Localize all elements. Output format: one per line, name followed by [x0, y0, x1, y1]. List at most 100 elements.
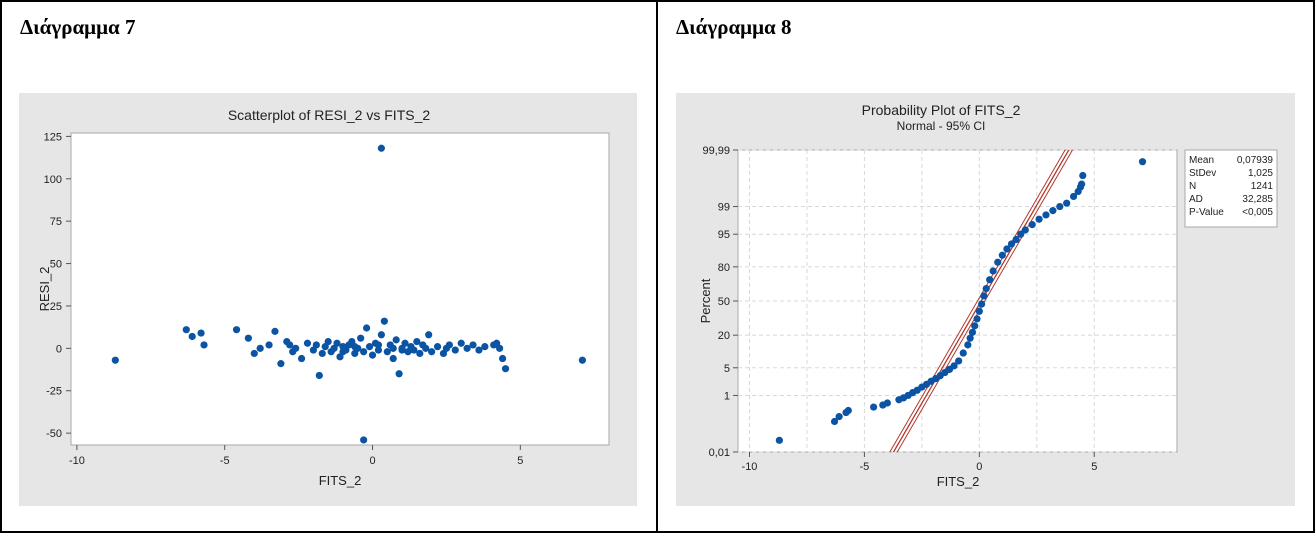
x-tick-label: 0	[369, 455, 375, 467]
data-point	[265, 341, 273, 349]
data-point	[410, 346, 418, 354]
data-point	[1028, 221, 1036, 229]
data-point	[1063, 199, 1071, 207]
data-point	[971, 322, 979, 330]
data-point	[578, 356, 586, 364]
data-point	[374, 341, 383, 349]
data-point	[312, 341, 320, 349]
data-point	[955, 357, 963, 365]
data-point	[232, 326, 241, 334]
data-point	[377, 331, 385, 339]
y-tick-label: -25	[46, 386, 62, 398]
data-point	[271, 327, 279, 335]
data-point	[1138, 158, 1147, 166]
data-point	[457, 339, 465, 347]
y-tick-label: 1	[724, 390, 730, 402]
stats-label: Mean	[1189, 155, 1214, 166]
data-point	[493, 339, 501, 347]
axes: -10 -5 0 5 0,01 1 5 20 50 80 95 99 99,99	[702, 145, 1097, 473]
data-point	[959, 349, 967, 357]
data-point	[989, 267, 997, 275]
probability-plot-chart: Probability Plot of FITS_2 Normal - 95% …	[676, 93, 1295, 506]
data-point	[333, 339, 341, 347]
data-point	[182, 326, 190, 334]
data-point	[978, 300, 986, 308]
x-tick-label: -10	[742, 461, 758, 473]
data-point	[422, 344, 430, 352]
stats-value: 32,285	[1242, 194, 1273, 205]
data-point	[351, 343, 359, 351]
data-point	[413, 337, 421, 346]
data-point	[835, 413, 843, 421]
stats-value: <0,005	[1242, 207, 1273, 218]
y-axis-label: RESI_2	[37, 267, 52, 312]
data-point	[950, 362, 958, 370]
data-point	[1056, 202, 1064, 211]
data-point	[339, 348, 347, 356]
y-tick-label: 95	[718, 229, 730, 241]
x-tick-label: 0	[976, 461, 982, 473]
data-point	[1069, 192, 1078, 201]
data-point	[1042, 211, 1050, 219]
y-tick-label: 75	[50, 216, 62, 228]
data-point	[980, 292, 988, 300]
stats-label: N	[1189, 181, 1196, 192]
y-tick-label: 99	[718, 202, 730, 214]
data-point	[318, 349, 326, 358]
data-point	[188, 332, 196, 341]
data-point	[451, 346, 459, 354]
data-point	[357, 334, 365, 342]
x-tick-label: 5	[517, 455, 523, 467]
y-tick-label: 5	[724, 363, 730, 375]
data-points	[111, 144, 586, 444]
data-point	[360, 436, 368, 444]
data-point	[994, 258, 1002, 266]
data-point	[498, 354, 507, 363]
data-points	[775, 158, 1147, 444]
data-point	[982, 284, 990, 293]
data-point	[1003, 245, 1011, 253]
data-point	[463, 344, 471, 352]
data-point	[1049, 207, 1057, 215]
data-point	[968, 328, 977, 336]
data-point	[383, 348, 391, 356]
y-tick-label: 25	[50, 301, 62, 313]
data-point	[481, 343, 489, 351]
x-tick-label: 5	[1091, 461, 1097, 473]
y-tick-label: 50	[718, 296, 730, 308]
data-point	[368, 351, 377, 359]
data-point	[395, 370, 403, 378]
data-point	[277, 360, 285, 368]
stats-value: 1241	[1251, 181, 1274, 192]
x-tick-label: -5	[860, 461, 870, 473]
confidence-band-line	[889, 150, 1066, 452]
data-point	[1012, 235, 1020, 244]
data-point	[998, 251, 1006, 259]
data-point	[830, 417, 839, 426]
x-tick-label: -5	[220, 455, 230, 467]
data-point	[966, 334, 974, 342]
data-point	[883, 399, 891, 407]
gridlines	[738, 149, 1177, 453]
data-point	[297, 354, 306, 363]
y-tick-label: 20	[718, 330, 730, 342]
stats-legend: Mean 0,07939 StDev 1,025 N 1241 AD 32,28…	[1184, 149, 1278, 228]
data-point	[315, 371, 323, 380]
data-point	[433, 343, 442, 351]
data-point	[1078, 180, 1086, 188]
data-point	[197, 329, 205, 337]
data-point	[377, 144, 385, 152]
data-point	[1035, 215, 1043, 223]
data-point	[256, 344, 264, 352]
x-tick-label: -10	[69, 455, 85, 467]
data-point	[360, 348, 368, 356]
data-point	[111, 356, 119, 364]
data-point	[303, 339, 312, 347]
data-point	[374, 346, 383, 354]
data-point	[401, 339, 409, 347]
y-tick-label: 0	[56, 343, 62, 355]
data-point	[292, 344, 300, 352]
data-point	[775, 436, 783, 444]
figure-cell-8: Διάγραμμα 8	[656, 0, 1315, 533]
